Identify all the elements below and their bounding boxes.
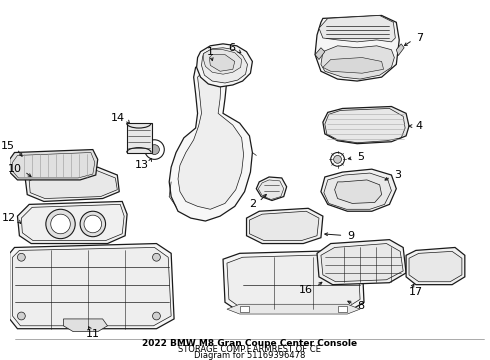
- Polygon shape: [10, 149, 98, 180]
- Text: 1: 1: [207, 47, 214, 57]
- Circle shape: [18, 312, 25, 320]
- Text: 2022 BMW M8 Gran Coupe Center Console: 2022 BMW M8 Gran Coupe Center Console: [142, 339, 357, 348]
- Polygon shape: [321, 46, 394, 79]
- Polygon shape: [321, 244, 403, 282]
- Text: 15: 15: [0, 141, 15, 150]
- Polygon shape: [249, 211, 319, 240]
- Polygon shape: [324, 173, 392, 209]
- Text: Diagram for 51169396478: Diagram for 51169396478: [194, 351, 305, 360]
- Text: 10: 10: [7, 164, 22, 174]
- Polygon shape: [209, 55, 235, 71]
- Polygon shape: [335, 180, 382, 203]
- Polygon shape: [323, 107, 409, 144]
- Polygon shape: [201, 48, 247, 83]
- Polygon shape: [315, 15, 399, 81]
- Polygon shape: [25, 167, 119, 202]
- Text: 7: 7: [416, 33, 423, 43]
- Polygon shape: [227, 254, 360, 309]
- Circle shape: [18, 253, 25, 261]
- Polygon shape: [203, 58, 225, 74]
- Polygon shape: [338, 306, 347, 312]
- Polygon shape: [321, 169, 396, 211]
- Text: 9: 9: [347, 231, 354, 241]
- Polygon shape: [203, 50, 242, 74]
- Circle shape: [80, 211, 105, 237]
- Polygon shape: [409, 251, 462, 282]
- Polygon shape: [317, 240, 406, 285]
- Polygon shape: [10, 244, 174, 329]
- Circle shape: [334, 156, 342, 163]
- Polygon shape: [13, 247, 171, 326]
- Text: 3: 3: [394, 170, 401, 180]
- Polygon shape: [196, 44, 252, 87]
- Circle shape: [152, 253, 160, 261]
- Circle shape: [84, 215, 101, 233]
- Polygon shape: [127, 123, 151, 153]
- Text: 6: 6: [228, 43, 235, 53]
- Polygon shape: [258, 180, 284, 199]
- Polygon shape: [246, 208, 323, 244]
- Text: 12: 12: [1, 213, 16, 223]
- Circle shape: [331, 153, 344, 166]
- Polygon shape: [223, 251, 364, 312]
- Polygon shape: [256, 177, 287, 201]
- Polygon shape: [29, 170, 117, 198]
- Polygon shape: [240, 306, 249, 312]
- Circle shape: [149, 145, 159, 154]
- Text: 16: 16: [299, 284, 313, 294]
- Text: 11: 11: [86, 329, 100, 339]
- Polygon shape: [18, 202, 127, 244]
- Circle shape: [46, 209, 75, 239]
- Polygon shape: [178, 67, 244, 209]
- Text: 17: 17: [409, 288, 423, 297]
- Polygon shape: [396, 44, 404, 55]
- Circle shape: [51, 214, 70, 234]
- Circle shape: [152, 312, 160, 320]
- Text: STORAGE COMP.F.ARMREST OF CE: STORAGE COMP.F.ARMREST OF CE: [178, 345, 321, 354]
- Text: 8: 8: [357, 301, 364, 311]
- Polygon shape: [319, 15, 395, 42]
- Text: 4: 4: [416, 121, 423, 131]
- Polygon shape: [227, 304, 360, 314]
- Text: 14: 14: [111, 113, 125, 123]
- Text: 13: 13: [135, 160, 148, 170]
- Circle shape: [145, 140, 164, 159]
- Polygon shape: [315, 48, 325, 59]
- Text: 2: 2: [249, 199, 256, 210]
- Text: 5: 5: [357, 152, 364, 162]
- Polygon shape: [64, 319, 107, 332]
- Polygon shape: [323, 58, 384, 73]
- Polygon shape: [169, 59, 252, 221]
- Polygon shape: [406, 247, 465, 285]
